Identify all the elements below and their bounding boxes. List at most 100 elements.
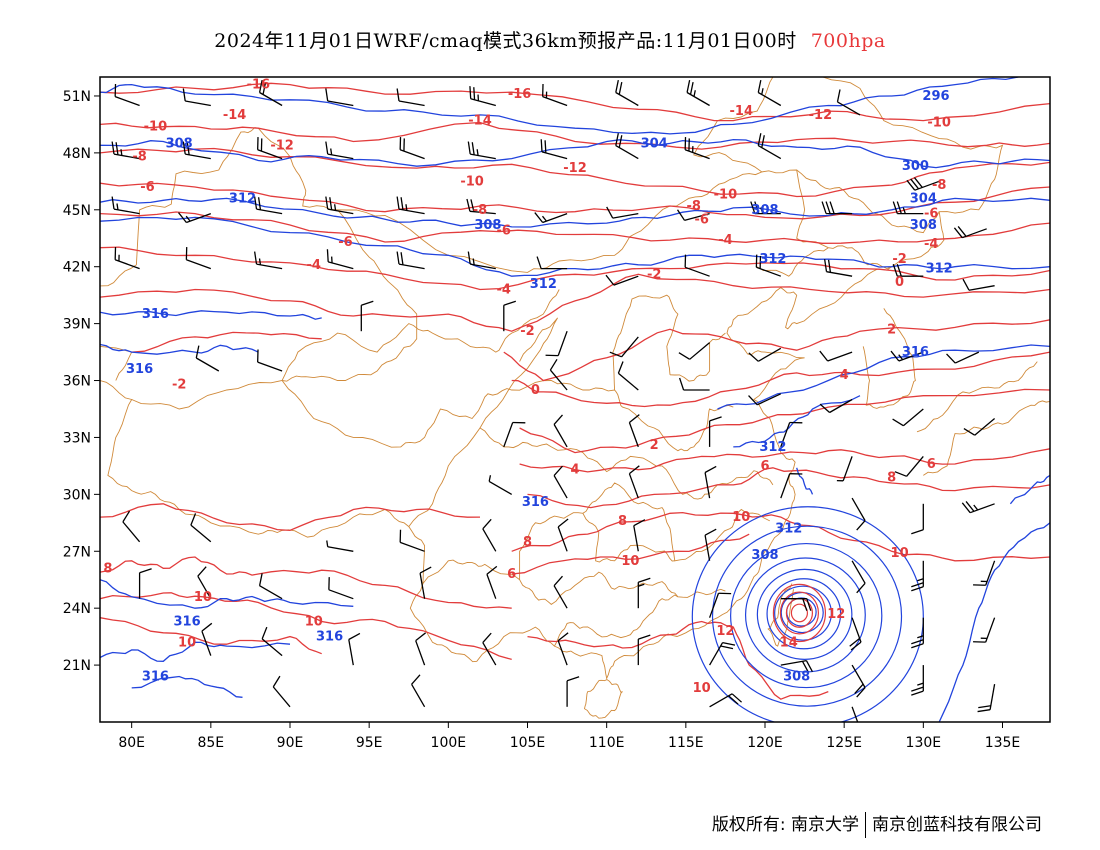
wind-barb (503, 421, 526, 448)
temperature-isotherm (519, 388, 1050, 454)
wind-barb (261, 626, 283, 657)
wind-barb (708, 592, 732, 618)
longitude-axis: 80E 85E 90E 95E 100E 105E 110E 115E 120E 125E 130E… (118, 722, 1020, 751)
temperature-label: -16 (247, 78, 271, 93)
height-label: 296 (922, 89, 949, 104)
lat-tick-label: 42N (63, 260, 91, 276)
wind-barbs (111, 79, 996, 722)
chart-title: 2024年11月01日WRF/cmaq模式36km预报产品:11月01日00时 7… (0, 26, 1100, 53)
wind-barb (836, 89, 861, 116)
border-line (756, 247, 829, 277)
wind-barb (780, 421, 803, 448)
height-label: 316 (142, 307, 169, 322)
wind-barb (892, 201, 924, 215)
height-label: 316 (902, 345, 929, 360)
wind-barb (821, 201, 853, 215)
lon-tick-label: 80E (118, 735, 145, 751)
temperature-label: -12 (563, 161, 587, 176)
temperature-label: -6 (497, 224, 511, 239)
wind-barb (114, 83, 140, 107)
latitude-axis: 21N 24N 27N 30N 33N 36N 39N 42N 45N 48N 51N (63, 89, 100, 674)
temperature-label: 10 (305, 614, 323, 629)
wind-barb (399, 137, 425, 160)
lat-tick-label: 36N (63, 374, 91, 390)
wind-barb (748, 347, 782, 362)
lon-tick-label: 105E (510, 735, 546, 751)
height-label: 308 (751, 203, 778, 218)
wind-barb (195, 345, 220, 372)
wind-barb (946, 351, 980, 364)
typhoon-temperature-ring (779, 591, 820, 635)
typhoon-center-contours (691, 506, 924, 722)
height-label: 300 (902, 159, 929, 174)
temperature-label: -6 (924, 207, 938, 222)
lat-tick-label: 27N (63, 544, 91, 560)
border-line (100, 380, 576, 663)
wind-barb (258, 573, 283, 600)
typhoon-temperature-ring (772, 583, 827, 643)
wind-barb (709, 641, 736, 666)
height-label: 312 (530, 277, 557, 292)
height-label: 316 (174, 614, 201, 629)
wind-barb (503, 300, 517, 332)
temperature-label: 0 (531, 383, 540, 398)
company-name: 南京创蓝科技有限公司 (872, 815, 1042, 835)
wind-barb (325, 196, 354, 215)
temperature-label: -6 (140, 180, 154, 195)
temperature-label: -10 (460, 174, 484, 189)
height-label: 308 (910, 218, 937, 233)
height-contour (100, 641, 291, 662)
temperature-label: -14 (468, 114, 492, 129)
wind-barb (411, 674, 426, 708)
plot-frame (99, 76, 1051, 723)
lon-tick-label: 100E (431, 735, 467, 751)
wind-barb (415, 632, 427, 666)
lon-tick-label: 125E (826, 735, 862, 751)
height-label: 312 (759, 440, 786, 455)
temperature-label: -16 (508, 87, 532, 102)
typhoon-height-ring (756, 568, 853, 660)
lon-tick-label: 130E (906, 735, 942, 751)
temperature-isotherm (100, 503, 481, 532)
wind-barb (708, 416, 722, 447)
wind-barb (396, 88, 425, 107)
wind-barb (540, 139, 568, 160)
temperature-label: -14 (730, 104, 754, 119)
wind-barb (676, 209, 710, 221)
lat-tick-label: 45N (63, 203, 91, 219)
wind-barb (851, 706, 862, 722)
wind-barb (973, 560, 996, 586)
temperature-isotherm (131, 331, 322, 353)
wind-barb (961, 501, 995, 514)
temperature-label: 12 (827, 607, 845, 622)
wind-barb (553, 414, 568, 448)
wind-barb (272, 675, 291, 708)
korea-coast (862, 308, 916, 409)
wind-barb (253, 196, 283, 215)
wind-barb (849, 617, 862, 651)
japan-coast (923, 400, 1050, 476)
temperature-isotherm (100, 147, 1050, 198)
wind-barb (609, 336, 639, 358)
temperature-label: -14 (223, 108, 247, 123)
border-line (408, 427, 774, 527)
wind-barb (111, 196, 140, 215)
lat-tick-label: 51N (63, 89, 91, 105)
temperature-label: 10 (621, 554, 639, 569)
lat-tick-label: 21N (63, 658, 91, 674)
temperature-isotherm (100, 617, 322, 655)
wind-barb (780, 598, 812, 611)
border-line (574, 77, 1004, 680)
wind-barb (894, 455, 924, 477)
temperature-label: 0 (895, 275, 904, 290)
japan-coast-north (916, 361, 1038, 433)
temperature-label: -12 (270, 138, 294, 153)
height-contour (100, 343, 259, 355)
height-label: 304 (910, 191, 937, 206)
temperature-isotherm (100, 246, 1050, 291)
typhoon-height-ring (691, 506, 924, 722)
temperature-label: -8 (473, 203, 487, 218)
wind-barb (704, 528, 717, 561)
height-label: 316 (316, 630, 343, 645)
height-label: 308 (751, 548, 778, 563)
